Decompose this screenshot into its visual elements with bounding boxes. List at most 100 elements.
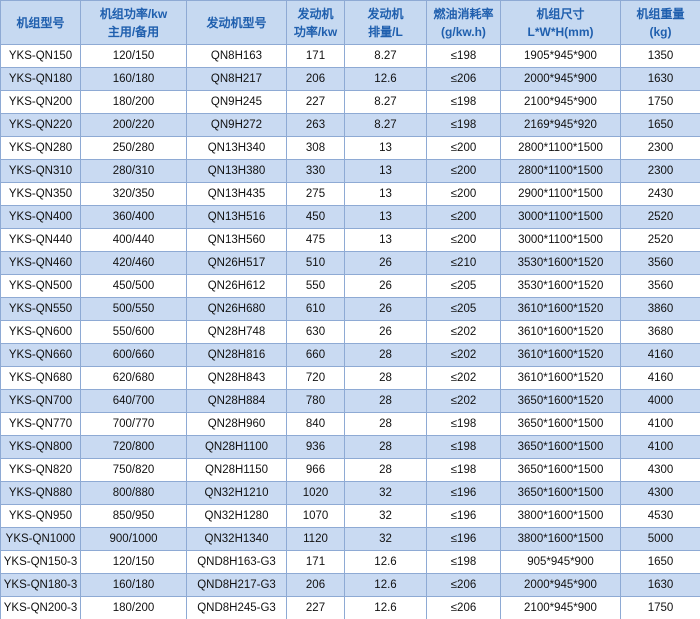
header-line: 发动机 [297,6,334,21]
table-cell: 966 [286,458,345,482]
table-cell: 1750 [620,90,700,114]
table-cell: 8.27 [344,44,427,68]
table-cell: ≤200 [426,228,501,252]
table-row: YKS-QN310 280/310 QN13H380 330 13 ≤200 2800*11… [0,159,700,183]
table-cell: 160/180 [80,573,187,597]
header-line: (kg) [649,24,672,39]
table-cell: 4300 [620,481,700,505]
table-cell: 850/950 [80,504,187,528]
table-cell: 4100 [620,412,700,436]
table-cell: 1905*945*900 [500,44,621,68]
table-cell: 32 [344,481,427,505]
table-cell: QN32H1280 [186,504,287,528]
header-cell: 燃油消耗率 (g/kw.h) [426,0,501,45]
table-cell: 640/700 [80,389,187,413]
table-cell: QN28H1150 [186,458,287,482]
table-row: YKS-QN600 550/600 QN28H748 630 26 ≤202 3610*16… [0,320,700,344]
table-row: YKS-QN700 640/700 QN28H884 780 28 ≤202 3650*16… [0,389,700,413]
table-cell: ≤196 [426,481,501,505]
header-line: 排量/L [368,24,403,39]
header-cell: 机组重量 (kg) [620,0,700,45]
table-cell: 900/1000 [80,527,187,551]
table-cell: 720/800 [80,435,187,459]
table-cell: 32 [344,504,427,528]
table-row: YKS-QN660 600/660 QN28H816 660 28 ≤202 3610*16… [0,343,700,367]
table-cell: ≤206 [426,596,501,619]
table-cell: 171 [286,44,345,68]
table-cell: 8.27 [344,90,427,114]
table-cell: 2900*1100*1500 [500,182,621,206]
table-cell: 2520 [620,228,700,252]
header-cell: 发动机型号 [186,0,287,45]
table-cell: QND8H245-G3 [186,596,287,619]
table-cell: QN9H245 [186,90,287,114]
table-cell: 4100 [620,435,700,459]
table-cell: ≤206 [426,573,501,597]
table-cell: YKS-QN800 [0,435,81,459]
table-cell: 360/400 [80,205,187,229]
table-cell: YKS-QN220 [0,113,81,137]
header-line: 机组尺寸 [536,6,585,21]
table-row: YKS-QN150-3 120/150 QND8H163-G3 171 12.6 ≤198… [0,550,700,574]
table-cell: QN13H516 [186,205,287,229]
table-cell: 26 [344,274,427,298]
table-cell: 2800*1100*1500 [500,136,621,160]
table-cell: 3650*1600*1500 [500,481,621,505]
table-cell: 206 [286,67,345,91]
table-cell: 3610*1600*1520 [500,343,621,367]
table-row: YKS-QN880 800/880 QN32H1210 1020 32 ≤196 3650*… [0,481,700,505]
table-cell: YKS-QN770 [0,412,81,436]
table-cell: YKS-QN1000 [0,527,81,551]
table-cell: 4300 [620,458,700,482]
table-row: YKS-QN950 850/950 QN32H1280 1070 32 ≤196 3800*… [0,504,700,528]
table-cell: 12.6 [344,67,427,91]
table-cell: QN13H560 [186,228,287,252]
table-cell: 8.27 [344,113,427,137]
table-cell: 2300 [620,159,700,183]
table-cell: 5000 [620,527,700,551]
table-cell: YKS-QN200 [0,90,81,114]
table-cell: ≤202 [426,343,501,367]
table-cell: 227 [286,596,345,619]
table-cell: 13 [344,159,427,183]
table-cell: 3650*1600*1500 [500,458,621,482]
header-line: (g/kw.h) [441,24,486,39]
table-row: YKS-QN770 700/770 QN28H960 840 28 ≤198 3650*16… [0,412,700,436]
table-row: YKS-QN180 160/180 QN8H217 206 12.6 ≤206 2000*9… [0,67,700,91]
table-row: YKS-QN400 360/400 QN13H516 450 13 ≤200 3000*11… [0,205,700,229]
table-cell: QN32H1340 [186,527,287,551]
header-cell: 机组功率/kw 主用/备用 [80,0,187,45]
table-row: YKS-QN550 500/550 QN26H680 610 26 ≤205 3610*16… [0,297,700,321]
header-cell: 发动机 排量/L [344,0,427,45]
table-cell: 800/880 [80,481,187,505]
table-cell: QN28H843 [186,366,287,390]
table-body: YKS-QN150 120/150 QN8H163 171 8.27 ≤198 1905*9… [0,44,700,619]
table-cell: 308 [286,136,345,160]
table-cell: 840 [286,412,345,436]
table-cell: 280/310 [80,159,187,183]
table-cell: QN26H612 [186,274,287,298]
table-cell: QN8H217 [186,67,287,91]
header-cell: 发动机 功率/kw [286,0,345,45]
table-cell: 13 [344,182,427,206]
table-cell: 3560 [620,274,700,298]
table-cell: 610 [286,297,345,321]
table-cell: 1070 [286,504,345,528]
table-cell: 200/220 [80,113,187,137]
table-row: YKS-QN800 720/800 QN28H1100 936 28 ≤198 3650*1… [0,435,700,459]
table-cell: 500/550 [80,297,187,321]
table-cell: 3680 [620,320,700,344]
table-cell: ≤205 [426,274,501,298]
header-line: 主用/备用 [107,24,160,39]
table-cell: 2430 [620,182,700,206]
table-cell: YKS-QN150 [0,44,81,68]
table-cell: 550 [286,274,345,298]
table-cell: QN28H1100 [186,435,287,459]
table-cell: 3530*1600*1520 [500,274,621,298]
table-cell: 3800*1600*1500 [500,527,621,551]
table-cell: ≤196 [426,527,501,551]
table-cell: ≤200 [426,205,501,229]
table-cell: 206 [286,573,345,597]
table-row: YKS-QN1000 900/1000 QN32H1340 1120 32 ≤196 380… [0,527,700,551]
table-cell: YKS-QN880 [0,481,81,505]
